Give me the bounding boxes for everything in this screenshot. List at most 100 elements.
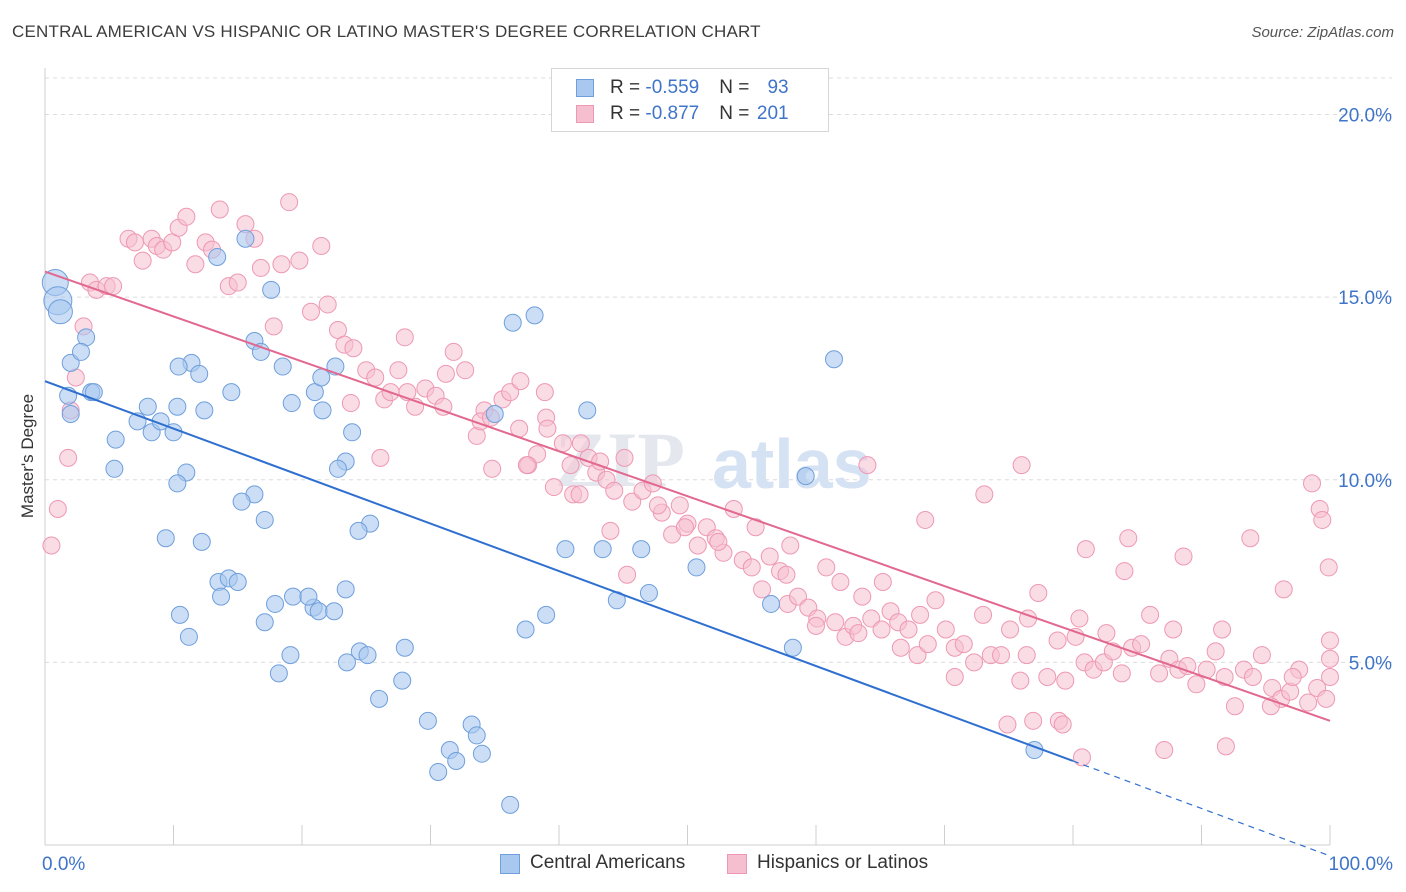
- data-point-hispanic: [807, 616, 825, 635]
- data-point-central-american: [168, 397, 187, 416]
- data-point-hispanic: [974, 605, 993, 624]
- data-point-hispanic: [104, 277, 123, 296]
- series-hispanics-points: [42, 193, 1339, 767]
- data-point-hispanic: [777, 565, 796, 584]
- data-point-hispanic: [251, 258, 270, 277]
- trend-line-central-americans: [44, 380, 1074, 762]
- data-point-hispanic: [753, 580, 772, 599]
- legend-swatch-blue: [576, 79, 594, 97]
- data-point-hispanic: [1206, 642, 1225, 661]
- data-point-hispanic: [817, 558, 836, 577]
- data-point-central-american: [687, 558, 706, 577]
- data-point-central-american: [824, 350, 843, 369]
- data-point-hispanic: [318, 295, 337, 314]
- data-point-hispanic: [42, 536, 61, 555]
- data-point-hispanic: [1112, 664, 1131, 683]
- data-point-hispanic: [872, 620, 891, 639]
- data-point-hispanic: [366, 368, 385, 387]
- data-point-central-american: [192, 532, 211, 551]
- data-point-central-american: [168, 474, 187, 493]
- data-point-central-american: [395, 638, 414, 657]
- data-point-hispanic: [849, 624, 868, 643]
- y-tick-label: 15.0%: [1338, 288, 1392, 309]
- data-point-central-american: [106, 430, 125, 449]
- data-point-hispanic: [1213, 620, 1232, 639]
- data-point-hispanic: [826, 613, 845, 632]
- data-point-hispanic: [742, 558, 761, 577]
- data-point-hispanic: [1164, 620, 1183, 639]
- data-point-hispanic: [1215, 667, 1234, 686]
- data-point-central-american: [429, 762, 448, 781]
- data-point-central-american: [262, 280, 281, 299]
- data-point-hispanic: [1252, 646, 1271, 665]
- data-point-hispanic: [280, 193, 299, 212]
- legend-r-label: R =: [610, 103, 646, 124]
- data-point-hispanic: [1241, 529, 1260, 548]
- data-point-hispanic: [670, 496, 689, 515]
- data-point-hispanic: [544, 478, 563, 497]
- data-point-hispanic: [1281, 682, 1300, 701]
- data-point-hispanic: [371, 448, 390, 467]
- legend-r-label: R =: [610, 77, 646, 98]
- data-point-central-american: [370, 689, 389, 708]
- series-central-americans-points: [41, 229, 1044, 814]
- data-point-central-american: [195, 401, 214, 420]
- data-point-central-american: [783, 638, 802, 657]
- data-point-hispanic: [858, 456, 877, 475]
- data-point-hispanic: [648, 496, 667, 515]
- trend-lines: [44, 270, 1331, 857]
- data-point-hispanic: [1243, 667, 1262, 686]
- data-point-hispanic: [517, 456, 536, 475]
- data-point-hispanic: [891, 638, 910, 657]
- data-point-hispanic: [1001, 620, 1020, 639]
- legend-swatch-pink: [576, 105, 594, 123]
- data-point-hispanic: [312, 237, 331, 256]
- data-point-central-american: [170, 605, 189, 624]
- data-point-hispanic: [1070, 609, 1089, 628]
- legend-r-value: -0.877: [645, 103, 700, 124]
- data-point-hispanic: [1317, 689, 1336, 708]
- data-point-central-american: [190, 364, 209, 383]
- data-point-hispanic: [623, 492, 642, 511]
- tick-labels: 5.0% 10.0% 15.0% 20.0% 0.0% 100.0%: [42, 106, 1393, 875]
- data-point-hispanic: [1274, 580, 1293, 599]
- data-point-central-american: [266, 594, 285, 613]
- data-point-hispanic: [853, 587, 872, 606]
- data-point-hispanic: [615, 448, 634, 467]
- data-point-hispanic: [1029, 583, 1048, 602]
- data-point-central-american: [273, 357, 292, 376]
- data-point-hispanic: [1011, 671, 1030, 690]
- data-point-hispanic: [1141, 605, 1160, 624]
- data-point-hispanic: [618, 565, 637, 584]
- source-label: Source: ZipAtlas.com: [1251, 24, 1394, 41]
- data-point-central-american: [313, 401, 332, 420]
- data-point-hispanic: [456, 361, 475, 380]
- data-point-hispanic: [1038, 667, 1057, 686]
- bottom-legend-swatch-blue: [500, 854, 520, 874]
- data-point-hispanic: [511, 372, 530, 391]
- data-point-central-american: [796, 467, 815, 486]
- data-point-central-american: [84, 383, 103, 402]
- data-point-hispanic: [1321, 631, 1339, 650]
- data-point-central-american: [632, 540, 651, 559]
- data-point-hispanic: [1299, 693, 1318, 712]
- data-point-central-american: [212, 587, 231, 606]
- legend-n-label: N =: [719, 103, 755, 124]
- data-point-central-american: [236, 229, 255, 248]
- data-point-hispanic: [1115, 562, 1134, 581]
- data-point-hispanic: [264, 317, 283, 336]
- data-point-hispanic: [1076, 540, 1095, 559]
- data-point-central-american: [232, 492, 251, 511]
- data-point-hispanic: [483, 459, 502, 478]
- data-point-central-american: [503, 313, 522, 332]
- data-point-hispanic: [936, 620, 955, 639]
- data-point-hispanic: [210, 200, 229, 219]
- data-point-central-american: [467, 726, 486, 745]
- data-point-central-american: [501, 795, 520, 814]
- legend-n-value: 201: [756, 103, 789, 124]
- data-point-hispanic: [908, 646, 927, 665]
- data-point-central-american: [281, 646, 300, 665]
- data-point-hispanic: [911, 605, 930, 624]
- data-point-hispanic: [125, 233, 144, 252]
